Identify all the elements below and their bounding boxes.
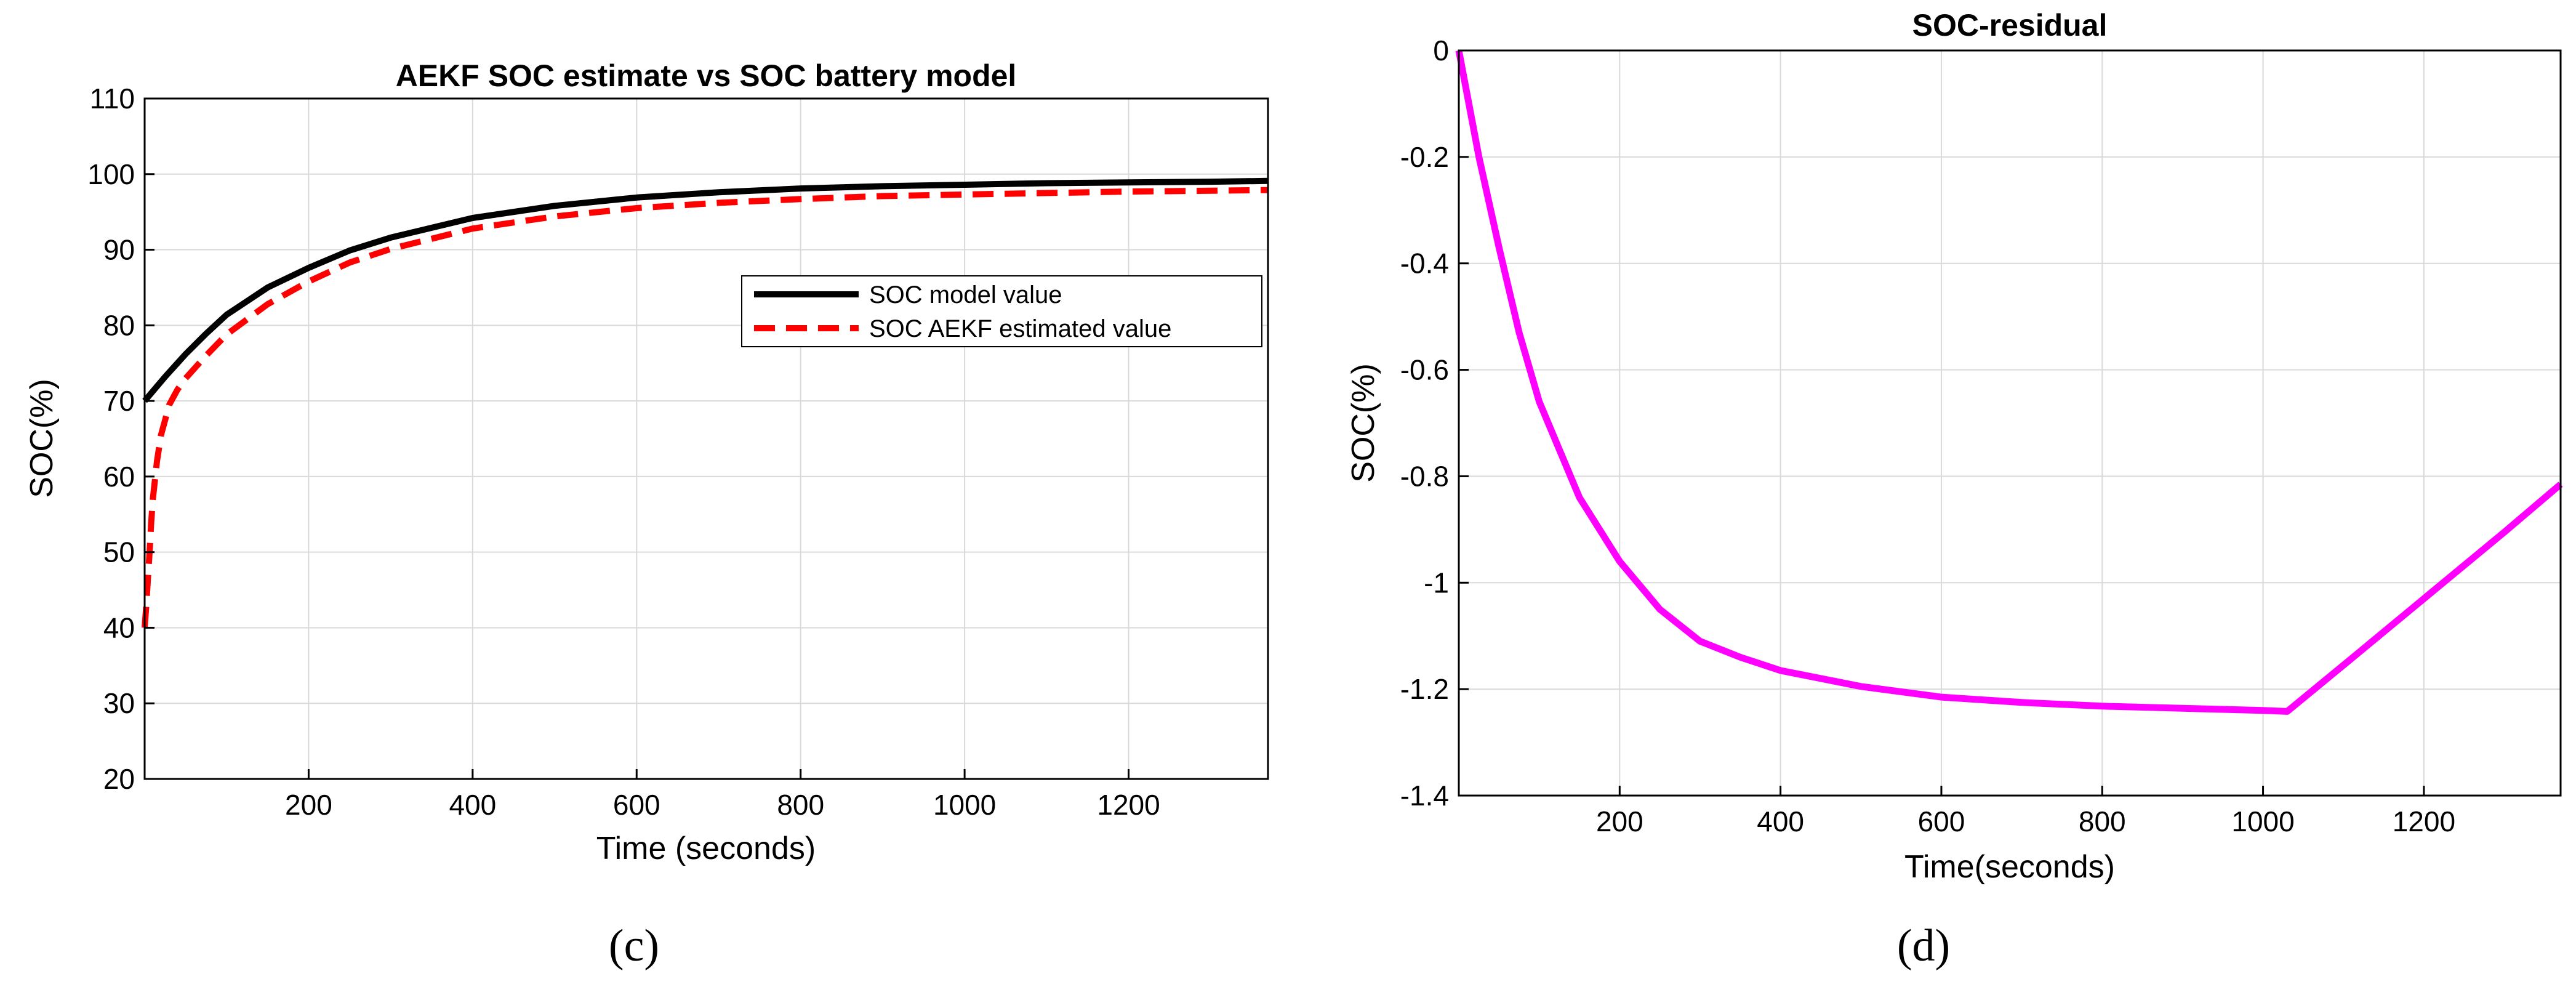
- y-tick-label: -0.4: [1400, 248, 1449, 280]
- x-tick-label: 400: [1757, 805, 1804, 837]
- x-tick-label: 1200: [1097, 789, 1160, 821]
- x-tick-label: 800: [2079, 805, 2126, 837]
- series-line-0: [142, 177, 1269, 403]
- legend-entry-soc-aekf: SOC AEKF estimated value: [869, 315, 1171, 342]
- chart-title: SOC-residual: [1912, 8, 2108, 42]
- y-axis-label: SOC(%): [24, 379, 60, 498]
- y-tick-label: 110: [90, 83, 135, 115]
- x-tick-label: 200: [285, 789, 332, 821]
- legend-entry-soc-model: SOC model value: [869, 281, 1062, 308]
- chart-panel-c: 200 400 600 800 1000 1200 20 30 40 50 60 70 80 90 100 1…: [24, 58, 1269, 971]
- plot-frame: [143, 97, 1269, 780]
- y-tick-label: 50: [103, 536, 135, 568]
- y-tick-label: -0.2: [1400, 141, 1449, 173]
- y-tick-label: -1.4: [1400, 780, 1449, 812]
- x-tick-label: 1000: [2231, 805, 2294, 837]
- axis-ticks: 200 400 600 800 1000 1200 20 30 40 50 60 70 80 90 100 1…: [87, 83, 1160, 821]
- panel-caption: (d): [1897, 921, 1950, 971]
- series-line-0: [1455, 49, 2563, 715]
- axis-ticks: 200 400 600 800 1000 1200 -1.4 -1.2 -1 -0.8 -0.6 -0…: [1400, 34, 2455, 837]
- y-tick-label: -1: [1424, 567, 1449, 599]
- plot-area: [145, 99, 1268, 779]
- x-tick-label: 600: [1918, 805, 1965, 837]
- y-tick-label: 0: [1433, 34, 1449, 67]
- x-axis-label: Time(seconds): [1904, 849, 2115, 885]
- x-tick-label: 600: [613, 789, 660, 821]
- y-tick-label: 30: [103, 687, 135, 719]
- x-tick-label: 400: [449, 789, 496, 821]
- legend: SOC model value SOC AEKF estimated value: [741, 275, 1262, 347]
- series-line-1: [142, 187, 1269, 628]
- x-tick-label: 200: [1596, 805, 1643, 837]
- y-axis-label: SOC(%): [1346, 363, 1381, 483]
- x-tick-label: 1200: [2393, 805, 2455, 837]
- y-tick-label: -1.2: [1400, 673, 1449, 705]
- legend-box: [741, 275, 1262, 347]
- series-group: [1455, 49, 2563, 715]
- y-tick-label: 90: [103, 234, 135, 266]
- panel-caption: (c): [609, 921, 659, 971]
- y-tick-label: 100: [87, 158, 135, 190]
- x-tick-label: 800: [777, 789, 824, 821]
- x-tick-label: 1000: [933, 789, 996, 821]
- chart-panel-d: 200 400 600 800 1000 1200 -1.4 -1.2 -1 -0.8 -0.6 -0…: [1346, 8, 2563, 971]
- y-tick-label: 20: [103, 763, 135, 795]
- x-axis-label: Time (seconds): [596, 831, 816, 866]
- plot-frame: [1458, 49, 2562, 797]
- chart-title: AEKF SOC estimate vs SOC battery model: [396, 58, 1017, 93]
- y-tick-label: 70: [103, 385, 135, 417]
- y-tick-label: 80: [103, 309, 135, 341]
- y-tick-label: -0.8: [1400, 460, 1449, 492]
- y-tick-label: 60: [103, 461, 135, 493]
- plot-area: [1459, 50, 2561, 796]
- y-tick-label: 40: [103, 611, 135, 643]
- series-group: [142, 177, 1269, 628]
- y-tick-label: -0.6: [1400, 354, 1449, 386]
